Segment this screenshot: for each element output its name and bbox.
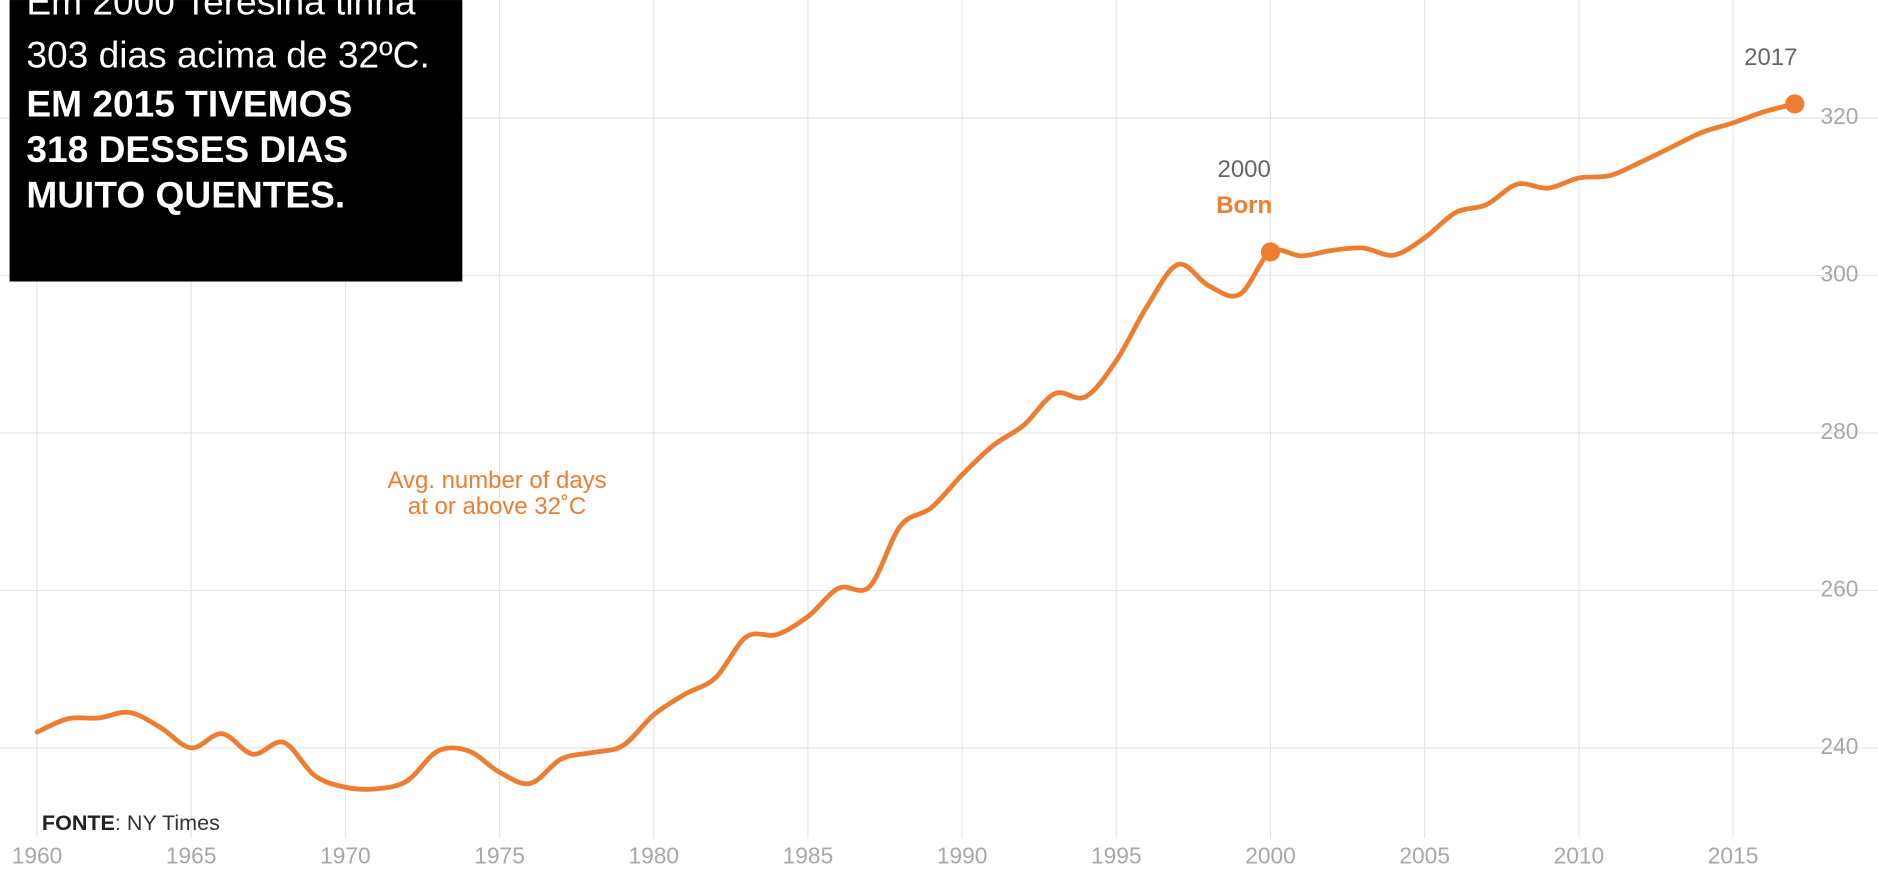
plot [34,94,1805,792]
callout-line: Em 2000 Teresina tinha [26,0,416,23]
callout-bold-line: 318 DESSES DIAS [26,128,348,170]
annotation: Avg. number of days [387,467,606,494]
x-tick-label: 1995 [1091,843,1142,869]
x-tick-label: 2015 [1708,843,1759,869]
y-tick-label: 300 [1821,261,1859,287]
x-tick-label: 1965 [166,843,217,869]
x-tick-label: 1985 [783,843,834,869]
source-label: FONTE [42,810,115,835]
y-tick-label: 260 [1821,575,1859,601]
annotation: Born [1216,192,1272,219]
source: FONTE: NY Times [42,810,220,835]
x-tick-label: 1975 [474,843,525,869]
y-tick-label: 280 [1821,418,1859,444]
highlight-point [1260,242,1281,262]
x-tick-label: 1980 [628,843,679,869]
annotation: 2017 [1744,44,1797,71]
callout-box [9,0,463,282]
x-tick-label: 1970 [320,843,371,869]
line [34,101,1798,792]
highlight-point [1785,94,1805,114]
source-text: : NY Times [115,810,220,835]
x-tick-label: 2000 [1245,843,1296,869]
annotation: 2000 [1218,156,1271,183]
y-tick-label: 240 [1821,733,1859,759]
x-tick-label: 2010 [1554,843,1605,869]
x-tick-label: 1960 [12,843,63,869]
callout-bold-line: MUITO QUENTES. [26,173,345,215]
annotation: at or above 32˚C [408,493,586,520]
y-tick-label: 320 [1821,103,1859,129]
grid [0,0,1878,839]
x-tick-label: 1990 [937,843,988,869]
x-tick-label: 2005 [1399,843,1450,869]
callout-bold-line: EM 2015 TIVEMOS [26,82,352,124]
callout-line: 303 dias acima de 32ºC. [26,33,429,75]
